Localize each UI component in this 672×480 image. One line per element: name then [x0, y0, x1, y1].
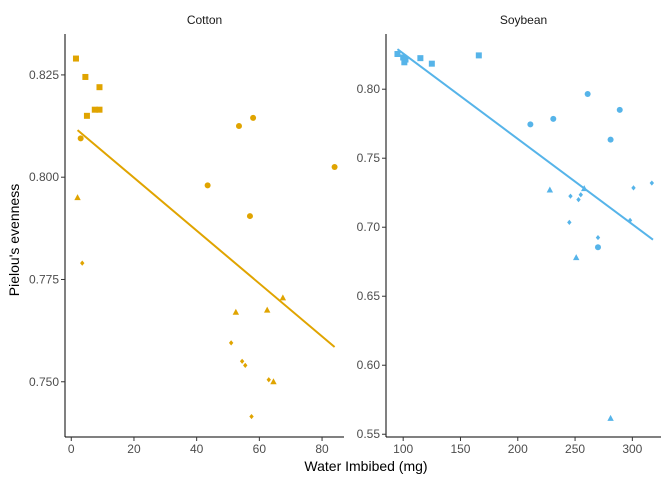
- x-tick-label: 300: [622, 442, 642, 456]
- data-point-square: [417, 55, 424, 62]
- data-point-circle: [246, 213, 253, 220]
- x-tick-label: 0: [68, 442, 75, 456]
- data-point-triangle: [607, 414, 614, 421]
- data-point-square: [428, 60, 435, 67]
- y-tick-label: 0.60: [357, 358, 381, 372]
- data-point-triangle: [573, 254, 580, 261]
- data-point-square: [83, 112, 90, 119]
- x-tick-label: 60: [253, 442, 267, 456]
- cotton-panel: Cotton 0.750 0.775 0.800 0.825 0 20 40 60 80: [29, 13, 344, 456]
- data-point-square: [401, 59, 408, 66]
- data-point-diamond: [578, 192, 583, 198]
- data-point-diamond: [567, 219, 572, 225]
- data-point-diamond: [243, 362, 248, 369]
- data-point-triangle: [546, 186, 554, 193]
- panel-title: Cotton: [187, 13, 222, 27]
- y-tick-label: 0.55: [357, 427, 381, 441]
- data-point-triangle: [263, 306, 271, 313]
- data-point-diamond: [627, 217, 633, 223]
- x-tick-label: 80: [315, 442, 329, 456]
- data-point-circle: [331, 163, 338, 170]
- data-point-diamond: [228, 340, 234, 346]
- x-tick-label: 150: [450, 442, 470, 456]
- x-tick-label: 250: [565, 442, 585, 456]
- data-point-diamond: [80, 260, 85, 266]
- y-tick-label: 0.80: [357, 82, 381, 96]
- data-point-diamond: [239, 358, 245, 364]
- shared-x-axis-title: Water Imbibed (mg): [304, 458, 427, 474]
- trend-line: [396, 48, 654, 241]
- data-point-diamond: [649, 180, 655, 186]
- y-tick-label: 0.800: [29, 170, 59, 184]
- data-point-circle: [594, 244, 601, 251]
- data-point-circle: [250, 114, 257, 121]
- data-point-square: [91, 106, 98, 113]
- y-tick-label: 0.825: [29, 68, 59, 82]
- data-point-square: [96, 106, 103, 113]
- trend-line: [76, 129, 336, 348]
- data-point-circle: [550, 115, 557, 122]
- data-point-diamond: [631, 185, 636, 191]
- data-point-diamond: [595, 234, 601, 241]
- data-point-square: [82, 73, 89, 80]
- data-point-circle: [527, 121, 534, 128]
- data-point-triangle: [270, 378, 277, 385]
- data-point-triangle: [74, 194, 81, 201]
- data-point-square: [96, 84, 103, 91]
- data-point-square: [475, 52, 482, 59]
- soybean-panel: Soybean 0.55 0.60 0.65 0.70 0.75 0.80 100 150 200…: [357, 13, 661, 456]
- data-point-triangle: [279, 294, 287, 301]
- y-tick-label: 0.65: [357, 289, 381, 303]
- y-tick-label: 0.75: [357, 151, 381, 165]
- data-point-circle: [607, 136, 614, 143]
- x-tick-label: 200: [508, 442, 528, 456]
- data-point-diamond: [249, 413, 254, 420]
- data-point-square: [72, 55, 79, 62]
- data-point-circle: [616, 106, 623, 113]
- y-tick-label: 0.775: [29, 272, 59, 286]
- data-point-diamond: [266, 377, 271, 383]
- data-point-circle: [77, 135, 84, 142]
- x-tick-label: 100: [393, 442, 413, 456]
- x-tick-label: 20: [127, 442, 141, 456]
- data-point-diamond: [576, 197, 581, 203]
- data-point-triangle: [581, 185, 588, 192]
- y-tick-label: 0.750: [29, 375, 59, 389]
- y-tick-label: 0.70: [357, 220, 381, 234]
- data-point-circle: [204, 182, 211, 189]
- data-point-circle: [235, 123, 242, 130]
- shared-y-axis-title: Pielou's evenness: [6, 184, 22, 296]
- data-point-circle: [584, 91, 591, 98]
- x-tick-label: 40: [190, 442, 204, 456]
- panel-title: Soybean: [500, 13, 547, 27]
- data-point-square: [394, 51, 401, 58]
- data-point-triangle: [232, 308, 240, 315]
- data-point-diamond: [568, 193, 573, 199]
